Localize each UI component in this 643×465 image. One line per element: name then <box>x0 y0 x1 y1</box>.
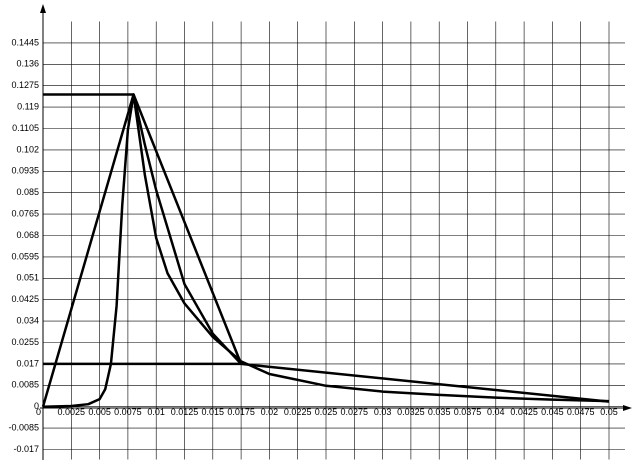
y-tick-label: -0.017 <box>13 444 39 454</box>
y-tick-label: 0.0765 <box>11 208 39 218</box>
x-tick-label: 0.03 <box>374 407 392 417</box>
y-tick-label: 0.017 <box>16 358 39 368</box>
y-tick-label: 0.1105 <box>12 123 39 133</box>
y-tick-label: 0.034 <box>16 315 39 325</box>
y-tick-label: 0.085 <box>16 187 39 197</box>
series-line <box>41 93 610 408</box>
x-tick-label: 0.05 <box>600 407 618 417</box>
x-axis-arrow <box>623 405 632 411</box>
x-tick-label: 0.04 <box>487 407 505 417</box>
series-line <box>132 94 243 365</box>
x-tick-label: 0.0175 <box>227 407 255 417</box>
y-tick-label: 0.0085 <box>11 380 39 390</box>
x-tick-label: 0.0225 <box>284 407 312 417</box>
x-tick-label: 0.0275 <box>341 407 369 417</box>
x-tick-label: 0.0425 <box>510 407 538 417</box>
y-tick-label: 0.068 <box>16 230 39 240</box>
y-tick-label: 0 <box>34 401 39 411</box>
y-tick-label: 0.051 <box>16 273 39 283</box>
y-axis-arrow <box>40 4 46 13</box>
x-tick-label: 0.0375 <box>454 407 482 417</box>
y-tick-label: 0.1275 <box>11 80 39 90</box>
x-tick-label: 0.0125 <box>171 407 199 417</box>
y-tick-label: -0.0085 <box>8 422 39 432</box>
y-tick-label: 0.1445 <box>11 37 39 47</box>
x-tick-label: 0.035 <box>428 407 451 417</box>
y-tick-label: 0.136 <box>16 59 39 69</box>
x-tick-label: 0.045 <box>541 407 564 417</box>
y-tick-label: 0.102 <box>16 144 39 154</box>
x-tick-label: 0.0475 <box>567 407 595 417</box>
x-tick-label: 0.0075 <box>114 407 142 417</box>
y-tick-label: 0.0595 <box>11 251 39 261</box>
x-tick-label: 0.015 <box>202 407 225 417</box>
y-tick-label: 0.119 <box>17 101 39 111</box>
y-tick-label: 0.0935 <box>11 166 39 176</box>
x-tick-label: 0.0325 <box>397 407 425 417</box>
x-tick-label: 0.0025 <box>58 407 86 417</box>
x-tick-label: 0.005 <box>88 407 111 417</box>
x-tick-label: 0.025 <box>315 407 338 417</box>
x-tick-label: 0.01 <box>147 407 165 417</box>
x-tick-label: 0.02 <box>261 407 279 417</box>
y-tick-label: 0.0255 <box>11 337 39 347</box>
x-tick-label: 0 <box>36 407 41 417</box>
y-tick-label: 0.0425 <box>11 294 39 304</box>
series-line <box>42 93 610 408</box>
